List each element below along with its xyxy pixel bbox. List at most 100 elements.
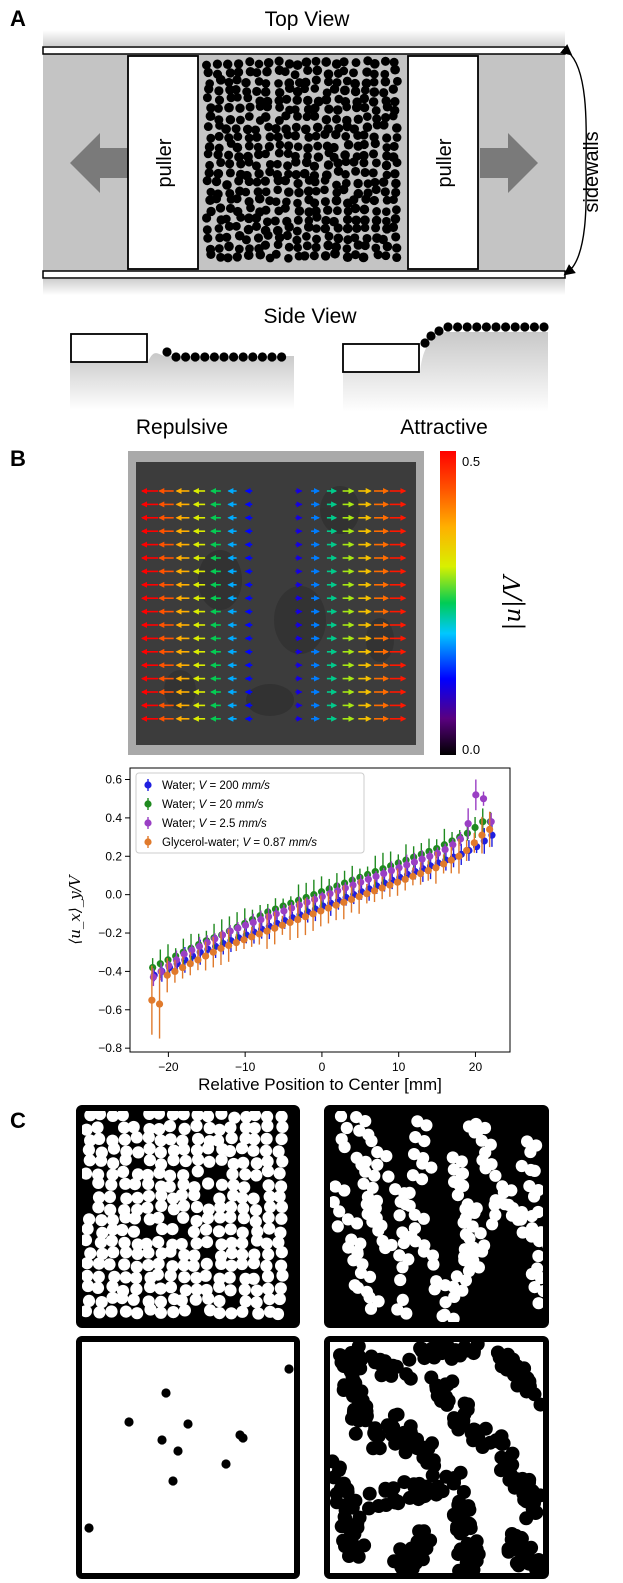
particle <box>379 1241 392 1255</box>
raft-particle <box>368 97 379 107</box>
raft-particle <box>311 75 321 85</box>
particle <box>144 1280 157 1294</box>
particle <box>261 1270 275 1283</box>
particle <box>152 1236 165 1249</box>
raft-particle <box>323 69 334 80</box>
particle <box>103 1258 116 1271</box>
particle <box>192 1132 205 1146</box>
data-point <box>403 861 411 869</box>
data-point <box>217 944 225 952</box>
snapshot-sparse <box>76 1336 300 1579</box>
raft-particle <box>232 194 242 204</box>
y-tick-label: 0.0 <box>105 888 122 902</box>
raft-particle <box>236 212 246 222</box>
side-bead <box>510 322 520 332</box>
data-point <box>218 931 227 939</box>
snapshot-dense-attractive <box>324 1105 555 1328</box>
particle <box>223 1145 236 1158</box>
raft-particle <box>303 143 313 154</box>
raft-particle <box>246 203 255 213</box>
particle <box>228 1111 241 1124</box>
data-point <box>486 825 494 834</box>
particle <box>403 1371 418 1386</box>
top-view-title: Top View <box>265 8 351 31</box>
raft-particle <box>284 187 294 197</box>
raft-particle <box>371 223 381 233</box>
particle <box>475 1440 490 1454</box>
particle <box>106 1214 119 1227</box>
raft-particle <box>299 168 310 179</box>
raft-particle <box>232 252 242 262</box>
particle <box>225 1259 238 1272</box>
raft-particle <box>260 176 270 186</box>
raft-particle <box>212 59 223 69</box>
particle <box>403 1186 416 1199</box>
data-point <box>280 907 288 915</box>
particle <box>224 1223 237 1236</box>
particle <box>144 1303 157 1316</box>
particle <box>179 1154 192 1168</box>
raft-particle <box>244 157 254 167</box>
raft-particle <box>292 235 302 245</box>
raft-particle <box>283 130 293 140</box>
particle <box>420 1119 433 1132</box>
raft-particle <box>273 175 284 186</box>
raft-particle <box>274 56 284 66</box>
particle <box>275 1180 288 1193</box>
particle <box>451 1189 464 1202</box>
particle <box>175 1238 188 1251</box>
raft-particle <box>380 76 391 87</box>
particle <box>103 1190 116 1203</box>
particle <box>238 1181 251 1194</box>
raft-particle <box>281 111 291 121</box>
side-bead <box>529 322 540 332</box>
data-point <box>410 858 419 866</box>
particle <box>525 1210 539 1223</box>
raft-particle <box>391 123 402 133</box>
particle <box>142 1177 155 1190</box>
raft-particle <box>293 198 302 208</box>
particle <box>81 1269 94 1282</box>
particle <box>479 1162 492 1175</box>
particle <box>497 1455 512 1470</box>
raft-particle <box>244 133 254 143</box>
raft-particle <box>371 215 382 226</box>
legend-entry: Glycerol-water; V = 0.87 mm/s <box>162 837 317 849</box>
particle <box>455 1168 468 1181</box>
data-point <box>424 867 432 875</box>
particle <box>418 1135 431 1148</box>
snapshot-3-frame <box>76 1336 300 1579</box>
particle <box>120 1192 133 1205</box>
particle <box>153 1166 166 1179</box>
particle <box>261 1110 274 1123</box>
particle <box>261 1119 274 1133</box>
raft-particle <box>363 179 373 188</box>
particle <box>190 1214 203 1228</box>
raft-particle <box>292 60 303 70</box>
raft-particle <box>388 84 398 94</box>
particle <box>224 1211 237 1224</box>
raft-particle <box>284 83 295 93</box>
particle <box>238 1283 251 1296</box>
raft-particle <box>368 149 379 159</box>
particle <box>275 1110 288 1123</box>
data-point <box>164 956 172 964</box>
raft-particle <box>339 66 349 76</box>
particle <box>439 1395 454 1410</box>
particle <box>215 1238 228 1251</box>
raft-particle <box>362 233 372 244</box>
particle <box>425 1468 440 1483</box>
data-point <box>257 915 265 924</box>
particle <box>489 1208 502 1222</box>
raft-particle <box>265 160 275 169</box>
particle <box>235 1142 249 1155</box>
raft-particle <box>242 124 253 135</box>
raft-particle <box>274 232 285 243</box>
raft-particle <box>311 131 321 141</box>
raft-particle <box>312 212 322 222</box>
raft-particle <box>206 133 216 143</box>
particle <box>175 1294 188 1307</box>
particle <box>105 1305 118 1318</box>
colorbar-title: |u|/V <box>500 573 526 630</box>
raft-particle <box>282 94 292 104</box>
